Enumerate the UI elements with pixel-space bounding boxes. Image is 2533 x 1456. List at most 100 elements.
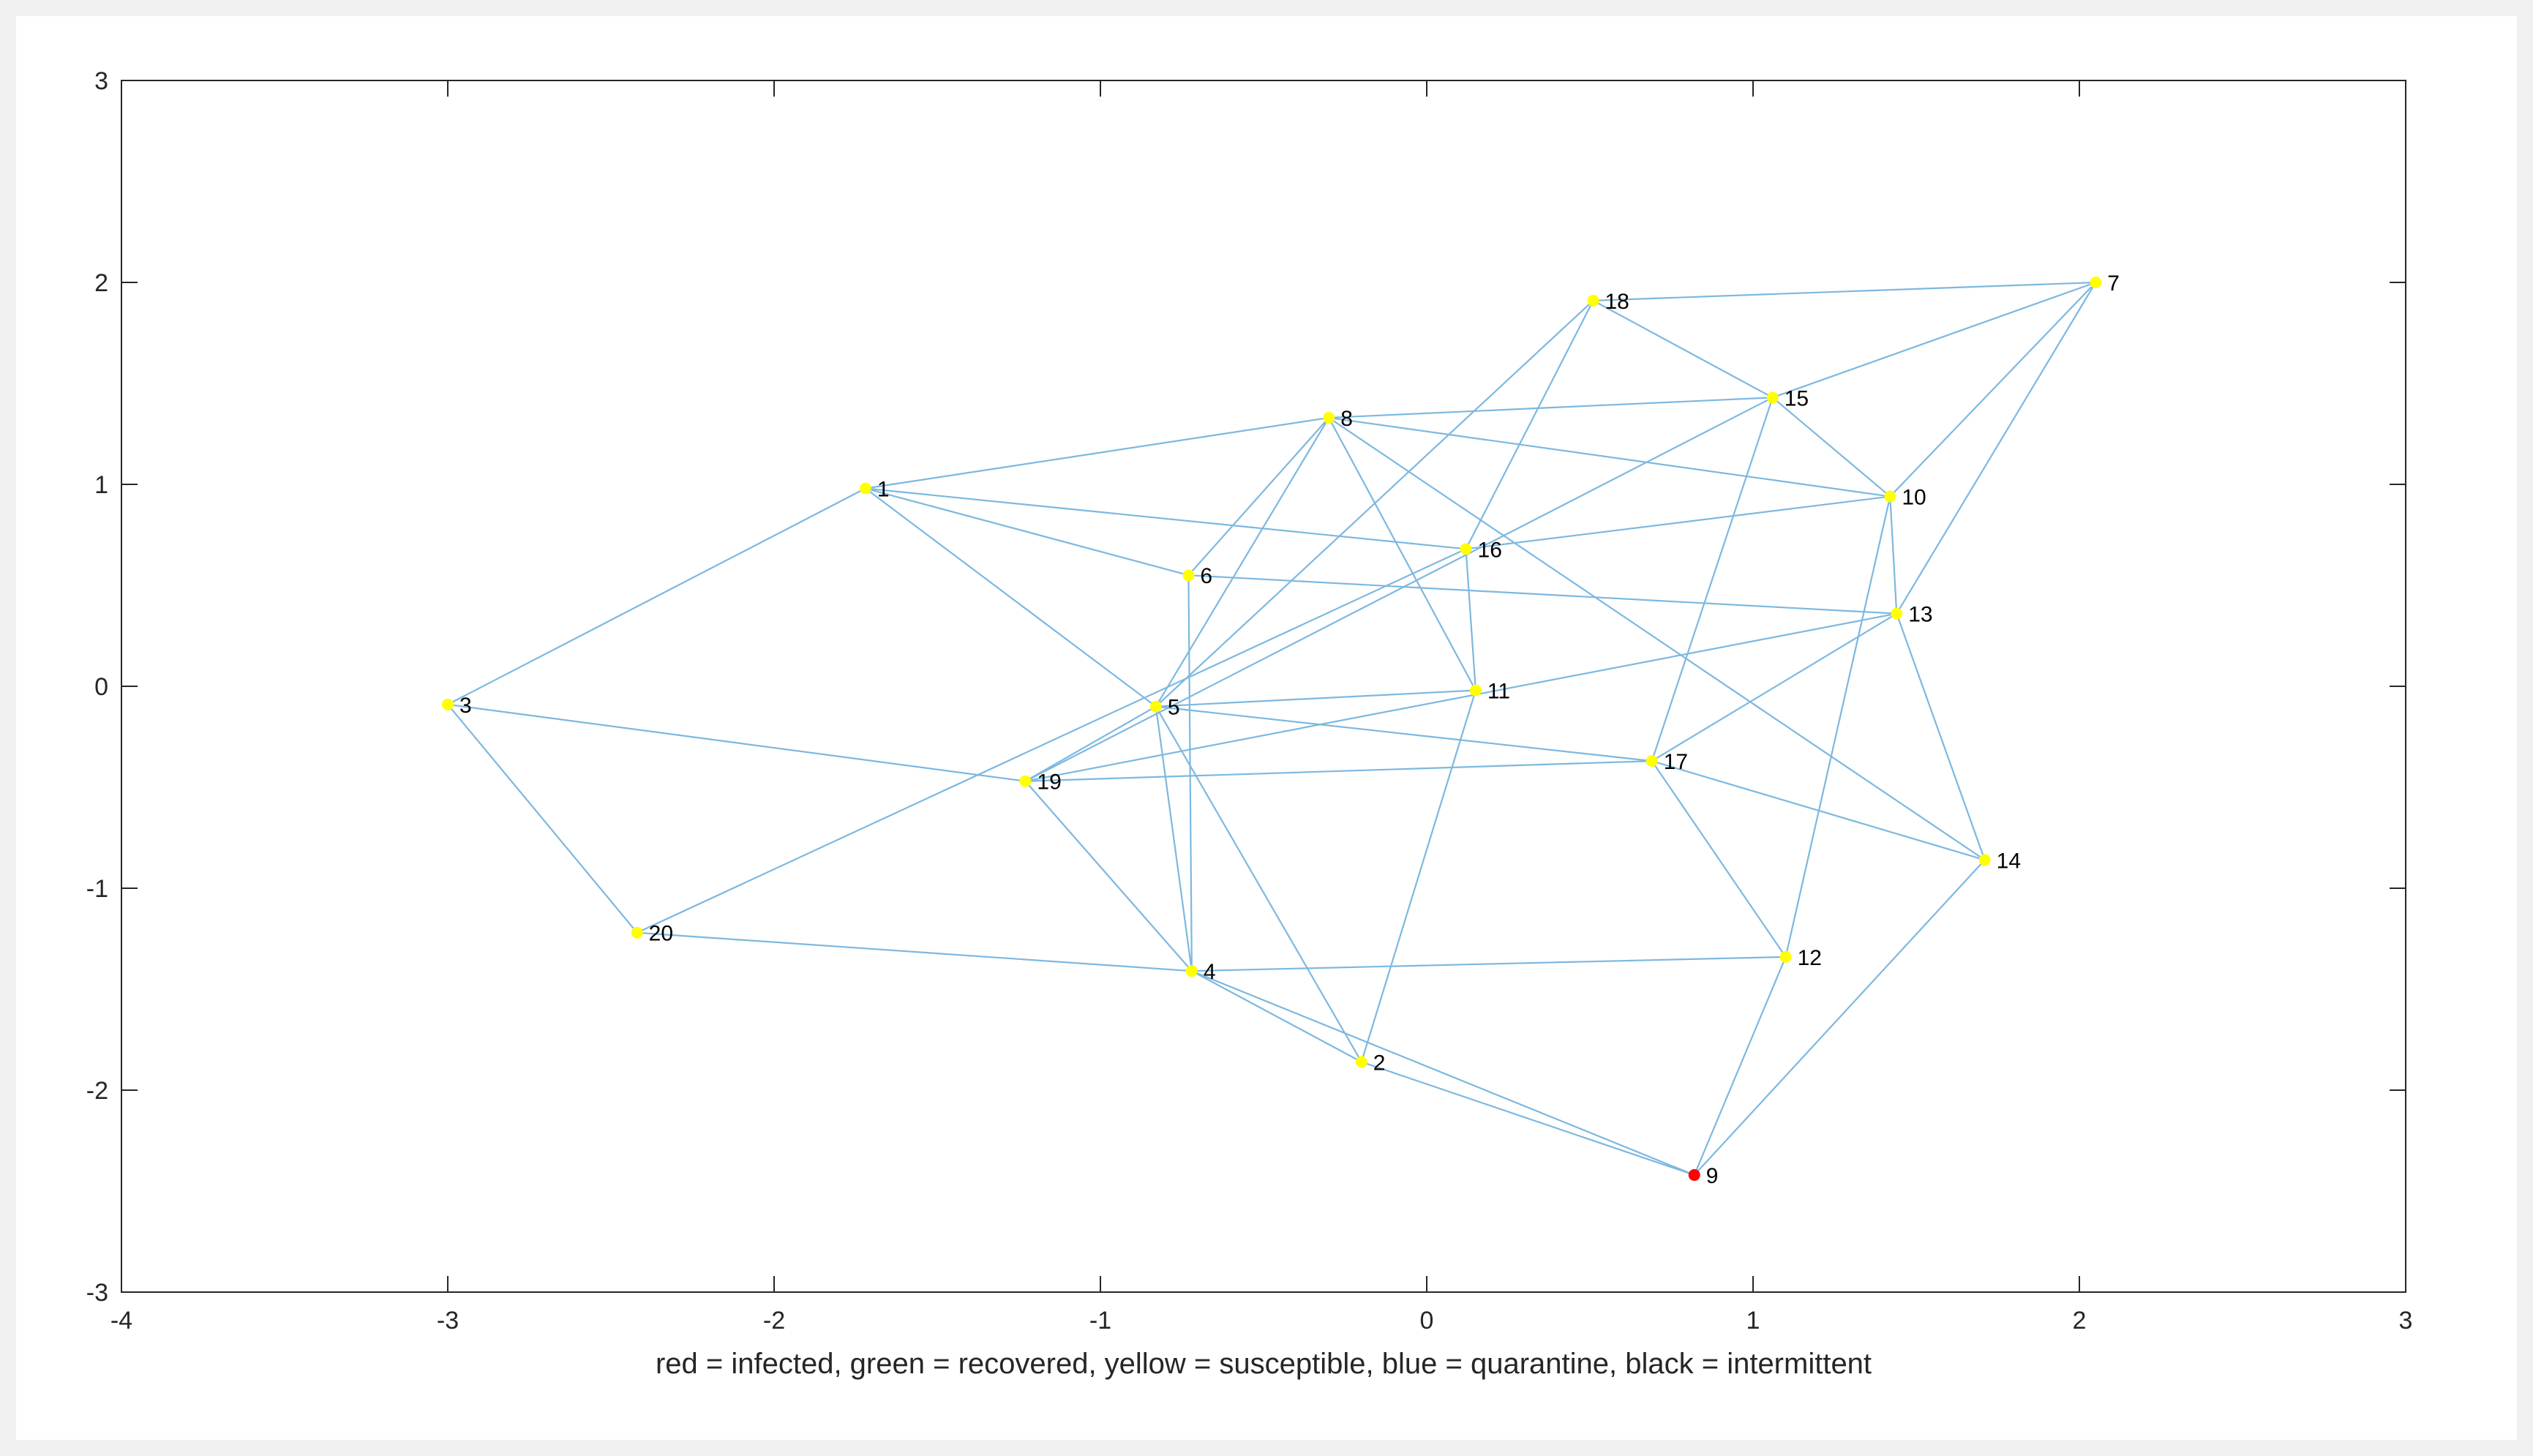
node-15 xyxy=(1766,391,1779,404)
ticks-layer xyxy=(121,80,2406,1293)
edge-8-15 xyxy=(1329,397,1773,419)
nodes-layer xyxy=(442,277,2102,1181)
node-5 xyxy=(1149,700,1162,713)
node-4 xyxy=(1185,965,1198,977)
node-10 xyxy=(1884,490,1896,503)
edge-18-5 xyxy=(1155,300,1594,708)
node-3 xyxy=(442,698,454,710)
figure-canvas: 1 2 3 4 5 6 7 8 9 10 11 12 13 14 15 16 17 18 19 20 -4 -3 -2 -1… xyxy=(16,16,2517,1440)
node-label-9: 9 xyxy=(1706,1164,1719,1188)
edge-17-14 xyxy=(1651,760,1985,861)
node-label-19: 19 xyxy=(1037,770,1061,795)
node-label-18: 18 xyxy=(1605,290,1629,314)
node-2 xyxy=(1355,1056,1367,1068)
edge-15-17 xyxy=(1651,397,1774,762)
edge-10-13 xyxy=(1889,496,1898,614)
x-tick-label: -4 xyxy=(110,1307,132,1335)
node-7 xyxy=(2090,277,2102,288)
y-tick-label: 1 xyxy=(94,471,108,499)
edge-6-4 xyxy=(1187,575,1193,972)
edge-18-7 xyxy=(1593,281,2096,301)
edge-8-10 xyxy=(1329,416,1891,498)
edge-1-6 xyxy=(865,487,1189,577)
node-label-6: 6 xyxy=(1200,564,1212,588)
node-11 xyxy=(1469,684,1482,697)
node-label-2: 2 xyxy=(1373,1051,1386,1075)
node-label-17: 17 xyxy=(1664,750,1688,774)
y-tick-label: -1 xyxy=(86,875,108,903)
edge-7-10 xyxy=(1889,282,2097,498)
edge-16-11 xyxy=(1465,549,1476,691)
edge-14-9 xyxy=(1693,859,1986,1176)
node-16 xyxy=(1460,543,1472,555)
edge-1-8 xyxy=(865,416,1329,489)
x-tick-label: 3 xyxy=(2399,1307,2413,1335)
node-label-1: 1 xyxy=(877,478,890,502)
node-9 xyxy=(1688,1168,1700,1181)
node-label-14: 14 xyxy=(1997,849,2021,873)
edge-1-16 xyxy=(865,487,1466,550)
edge-5-17 xyxy=(1155,705,1652,762)
node-8 xyxy=(1323,411,1335,424)
edge-5-4 xyxy=(1155,706,1193,972)
edge-13-19 xyxy=(1025,612,1897,782)
edge-10-16 xyxy=(1466,495,1891,550)
x-tick-label: -2 xyxy=(763,1307,785,1335)
node-label-15: 15 xyxy=(1785,386,1809,410)
y-tick-label: 2 xyxy=(94,269,108,297)
node-label-8: 8 xyxy=(1340,407,1353,431)
node-label-3: 3 xyxy=(459,694,472,718)
edge-15-19 xyxy=(1024,397,1774,782)
node-label-20: 20 xyxy=(649,922,673,946)
edge-13-14 xyxy=(1896,613,1986,860)
edges-layer xyxy=(447,281,2097,1176)
node-label-16: 16 xyxy=(1478,538,1502,562)
edge-4-12 xyxy=(1191,956,1786,972)
y-tick-label: 0 xyxy=(94,673,108,701)
node-13 xyxy=(1891,607,1903,620)
edge-8-14 xyxy=(1328,417,1986,861)
edge-4-2 xyxy=(1191,970,1362,1063)
edge-11-5 xyxy=(1155,689,1476,708)
edge-4-9 xyxy=(1191,970,1695,1176)
node-6 xyxy=(1182,569,1195,582)
edge-3-19 xyxy=(447,703,1026,782)
edge-17-12 xyxy=(1651,760,1787,958)
node-label-7: 7 xyxy=(2107,271,2120,296)
node-label-12: 12 xyxy=(1798,946,1822,970)
node-label-5: 5 xyxy=(1168,696,1180,720)
node-19 xyxy=(1019,775,1032,787)
edge-11-2 xyxy=(1360,690,1476,1062)
edge-1-5 xyxy=(865,487,1157,708)
x-axis-label: red = infected, green = recovered, yello… xyxy=(656,1348,1872,1380)
y-tick-label: -2 xyxy=(86,1077,108,1105)
edge-20-16 xyxy=(637,548,1466,934)
node-label-13: 13 xyxy=(1908,603,1932,627)
edge-2-9 xyxy=(1361,1061,1695,1176)
edge-19-4 xyxy=(1024,780,1193,972)
edge-18-15 xyxy=(1592,299,1774,399)
node-1 xyxy=(859,482,871,495)
edge-5-2 xyxy=(1155,706,1362,1062)
edge-7-13 xyxy=(1896,282,2097,615)
x-tick-label: 2 xyxy=(2073,1307,2087,1335)
edge-6-13 xyxy=(1188,574,1897,615)
x-tick-label: -3 xyxy=(437,1307,459,1335)
node-20 xyxy=(631,926,643,939)
edge-3-20 xyxy=(447,704,638,934)
edge-7-15 xyxy=(1772,281,2096,399)
node-18 xyxy=(1587,294,1599,307)
axes-background xyxy=(121,80,2406,1292)
node-14 xyxy=(1978,854,1991,866)
edge-13-17 xyxy=(1651,612,1897,762)
edge-20-4 xyxy=(637,931,1192,972)
node-17 xyxy=(1645,755,1658,768)
y-tick-label: 3 xyxy=(94,67,108,95)
node-12 xyxy=(1779,950,1792,963)
node-label-4: 4 xyxy=(1204,960,1216,984)
edge-1-3 xyxy=(447,487,866,705)
edge-12-9 xyxy=(1693,956,1787,1176)
